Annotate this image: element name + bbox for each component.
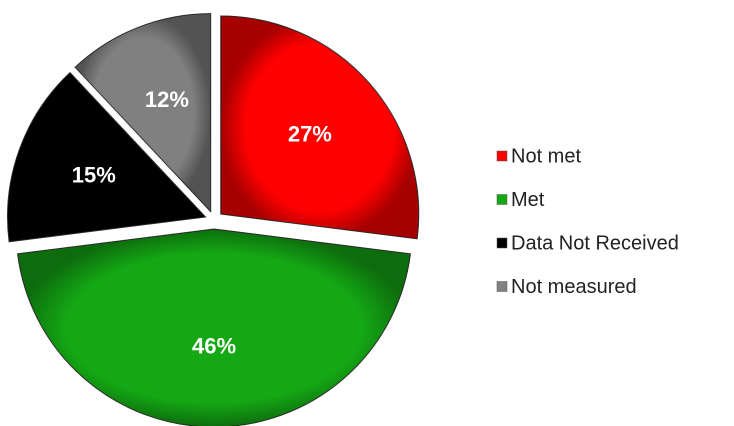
slice-label: 27% (288, 121, 332, 146)
legend-swatch (496, 150, 508, 162)
legend-text: Met (511, 189, 545, 211)
legend-text: Not met (511, 145, 581, 167)
legend-text: Data Not Received (511, 232, 679, 254)
slice-label: 12% (145, 87, 189, 112)
pie-slice (17, 228, 411, 426)
legend-swatch (496, 194, 508, 205)
slice-label: 46% (192, 334, 236, 359)
legend-swatch (496, 281, 508, 292)
slice-label: 15% (72, 163, 116, 188)
legend-swatch (496, 237, 508, 249)
legend-text: Not measured (511, 276, 637, 298)
